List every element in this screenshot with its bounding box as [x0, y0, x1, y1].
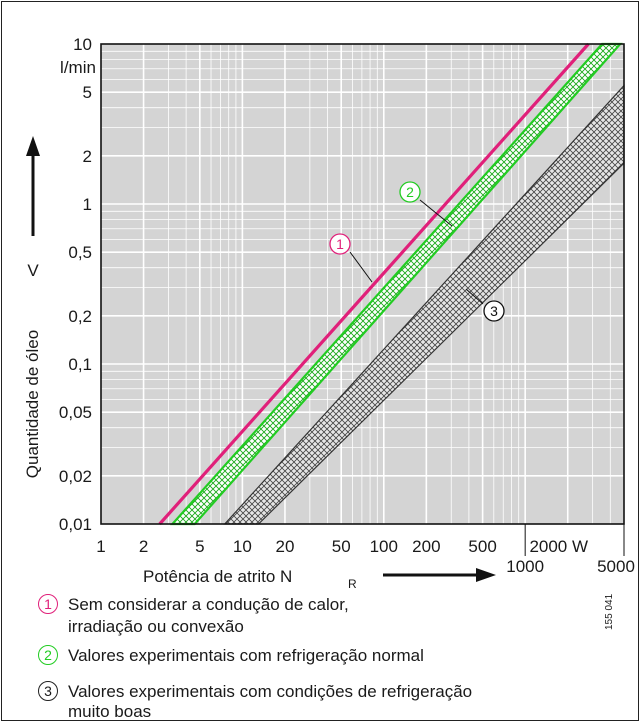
x-tick-label: 5 [195, 537, 204, 556]
plot-border [100, 43, 625, 525]
y-arrow-head [26, 136, 40, 156]
x-tick-label: 2 [139, 537, 148, 556]
y-tick-label: 0,1 [68, 355, 92, 374]
x-tick-label: 1 [96, 537, 105, 556]
y-unit-label: l/min [60, 58, 96, 77]
series-1-line [158, 42, 590, 526]
x-tick-label: 500 [468, 537, 496, 556]
legend-text-2: Valores experimentais com refrigeração n… [68, 646, 424, 665]
x-tick-label: 100 [370, 537, 398, 556]
y-symbol-label: V [27, 261, 39, 280]
y-tick-label: 0,02 [59, 467, 92, 486]
legend-text-3b: muito boas [68, 702, 152, 721]
x-axis-title: Potência de atrito N [143, 567, 292, 586]
y-tick-label: 0,2 [68, 307, 92, 326]
x-axis-title-subscript: R [348, 577, 357, 591]
figure-code: 155 041 [604, 593, 615, 630]
y-tick-label: 0,01 [59, 515, 92, 534]
y-tick-label: 2 [83, 147, 92, 166]
legend-number-2: 2 [38, 645, 58, 665]
y-tick-label: 0,5 [68, 243, 92, 262]
legend-text-3a: Valores experimentais com condições de r… [68, 682, 473, 701]
callout-label-2: 2 [406, 184, 414, 200]
x-arrow-head [476, 568, 496, 582]
callout-circle-1 [329, 233, 351, 255]
y-axis-title: Quantidade de óleo [23, 330, 42, 478]
x-tick-label-lower: 5000 [597, 557, 635, 576]
callout-leader-1 [349, 251, 373, 283]
y-tick-label: 10 [73, 35, 92, 54]
legend-text-1b: irradiação ou convexão [68, 617, 244, 636]
callout-label-3: 3 [490, 303, 498, 319]
y-tick-label: 5 [83, 83, 92, 102]
x-tick-label: 2000 W [529, 537, 588, 556]
x-tick-label: 200 [412, 537, 440, 556]
callout-label-1: 1 [336, 236, 344, 252]
callout-circle-2 [399, 181, 421, 203]
legend-number-3: 3 [38, 681, 58, 701]
y-tick-label: 0,05 [59, 403, 92, 422]
x-tick-label-lower: 1000 [506, 557, 544, 576]
callout-leader-2 [419, 199, 453, 227]
x-tick-label: 20 [275, 537, 294, 556]
x-tick-label: 10 [233, 537, 252, 556]
legend-number-1: 1 [38, 594, 58, 614]
axis-labels: l/min V Quantidade de óleo Potência de atri… [23, 58, 496, 591]
callout-leader-3 [465, 288, 484, 305]
x-tick-label: 50 [332, 537, 351, 556]
legend-text-1a: Sem considerar a condução de calor, [68, 595, 349, 614]
callout-circle-3 [483, 300, 505, 322]
y-tick-label: 1 [83, 195, 92, 214]
